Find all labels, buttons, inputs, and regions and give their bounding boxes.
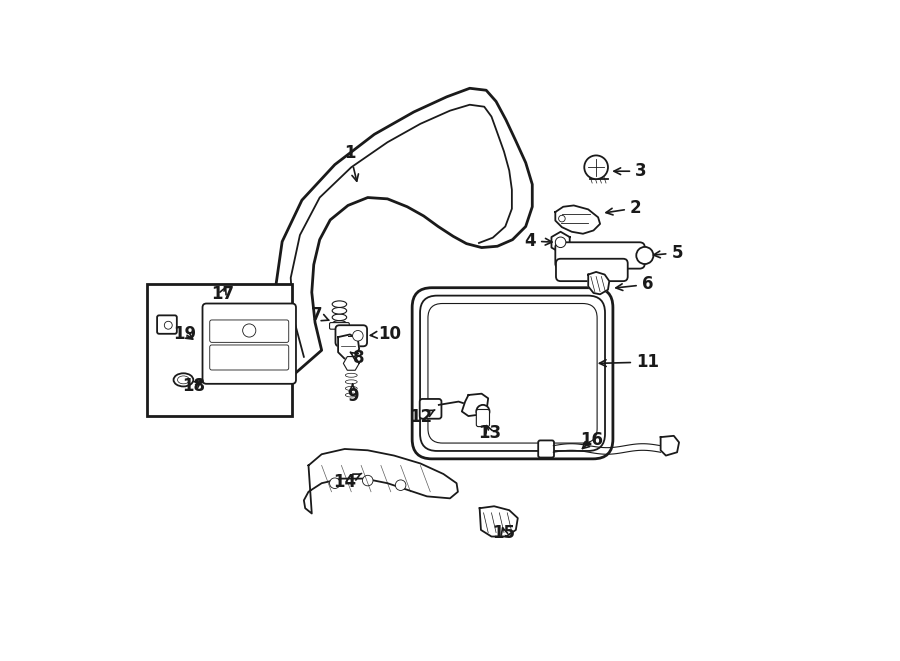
Polygon shape (480, 506, 518, 537)
Circle shape (165, 321, 172, 329)
Circle shape (353, 330, 363, 341)
Text: 17: 17 (212, 285, 235, 303)
Text: 14: 14 (333, 473, 362, 491)
FancyBboxPatch shape (158, 315, 176, 334)
Ellipse shape (346, 373, 357, 377)
Text: 15: 15 (492, 524, 516, 541)
Text: 16: 16 (580, 432, 603, 449)
Text: 8: 8 (350, 349, 365, 367)
Text: 4: 4 (525, 232, 552, 250)
Text: 18: 18 (182, 377, 205, 395)
FancyBboxPatch shape (412, 288, 613, 459)
Text: 9: 9 (346, 384, 358, 405)
FancyBboxPatch shape (419, 399, 441, 418)
Ellipse shape (332, 301, 347, 307)
Ellipse shape (174, 373, 194, 387)
Ellipse shape (332, 321, 347, 327)
FancyBboxPatch shape (336, 325, 367, 346)
Circle shape (476, 405, 490, 418)
Text: 10: 10 (371, 325, 400, 343)
Circle shape (395, 480, 406, 490)
FancyBboxPatch shape (556, 258, 627, 281)
Ellipse shape (332, 314, 347, 321)
Ellipse shape (332, 307, 347, 314)
Polygon shape (589, 272, 609, 294)
Text: 7: 7 (311, 306, 328, 325)
Text: 6: 6 (616, 276, 653, 293)
Text: 13: 13 (478, 424, 501, 442)
Text: 19: 19 (173, 325, 196, 343)
Circle shape (636, 247, 653, 264)
FancyBboxPatch shape (538, 440, 554, 457)
Circle shape (329, 478, 340, 488)
Polygon shape (344, 356, 359, 370)
FancyBboxPatch shape (476, 409, 490, 426)
Polygon shape (552, 232, 570, 253)
FancyBboxPatch shape (555, 243, 644, 268)
Text: 2: 2 (606, 199, 642, 217)
Text: 1: 1 (344, 144, 358, 181)
Ellipse shape (177, 376, 189, 384)
Polygon shape (304, 449, 458, 514)
FancyBboxPatch shape (210, 345, 289, 370)
Polygon shape (555, 206, 600, 234)
FancyBboxPatch shape (210, 320, 289, 342)
FancyBboxPatch shape (428, 303, 597, 443)
FancyBboxPatch shape (420, 295, 605, 451)
Circle shape (584, 155, 608, 179)
Ellipse shape (346, 380, 357, 384)
FancyBboxPatch shape (329, 323, 349, 329)
Polygon shape (661, 436, 680, 455)
FancyBboxPatch shape (202, 303, 296, 384)
Text: 12: 12 (409, 408, 435, 426)
Bar (148, 284, 292, 416)
Text: 3: 3 (614, 162, 647, 180)
Polygon shape (275, 89, 532, 373)
Ellipse shape (346, 387, 357, 391)
Polygon shape (462, 394, 488, 416)
Ellipse shape (346, 393, 357, 397)
Circle shape (555, 237, 566, 248)
Circle shape (243, 324, 256, 337)
Circle shape (363, 475, 373, 486)
Circle shape (559, 215, 565, 222)
Polygon shape (338, 334, 359, 359)
Text: 11: 11 (599, 353, 659, 371)
Text: 5: 5 (653, 244, 683, 262)
